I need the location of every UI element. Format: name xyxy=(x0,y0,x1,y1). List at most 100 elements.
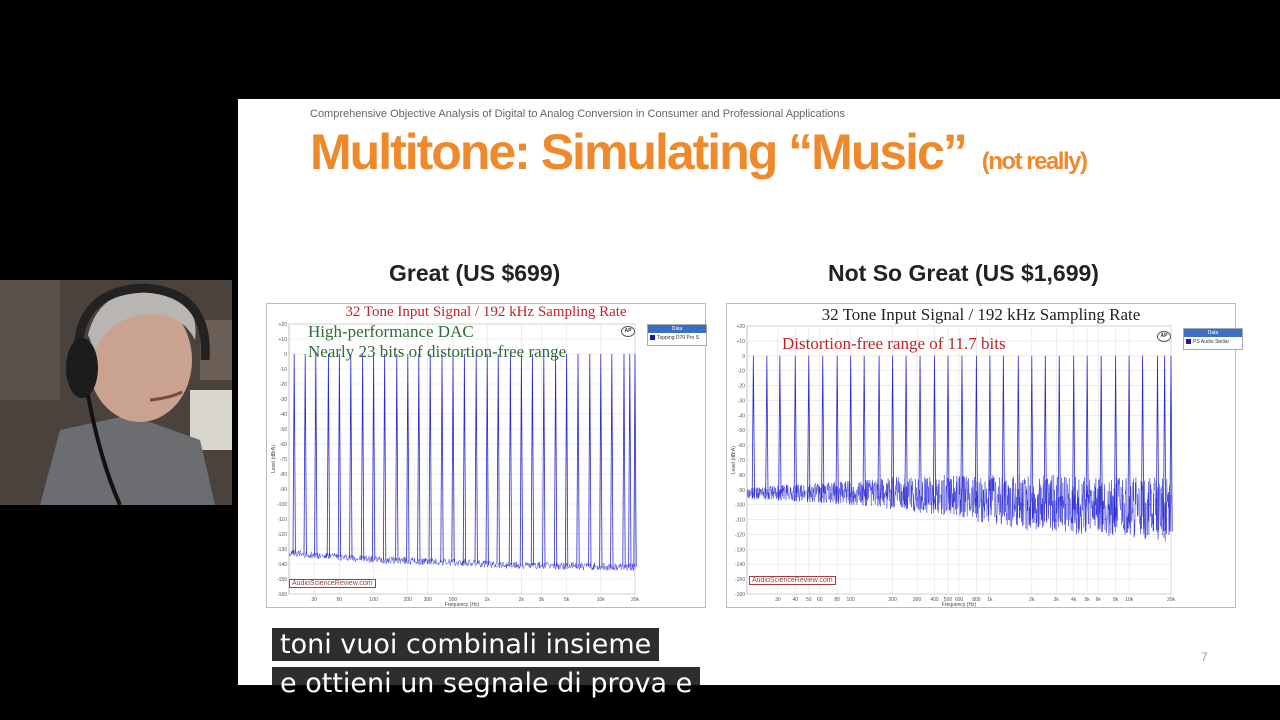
x-tick-label: 80 xyxy=(834,597,840,603)
left-annotation-line-1: High-performance DAC xyxy=(308,322,474,341)
y-tick-label: -30 xyxy=(738,398,745,404)
left-heading: Great (US $699) xyxy=(389,260,561,286)
x-tick-label: 200 xyxy=(404,597,413,603)
left-multitone-chart: +20 +10 0 -10 -20 -30 -40 -50 -60 -70 -80 -90 -100 -1… xyxy=(266,303,707,608)
subtitle-line-1: toni vuoi combinali insieme xyxy=(272,628,660,661)
tone-spike xyxy=(462,353,467,564)
right-multitone-chart: +20 +10 0 -10 -20 -30 -40 -50 -60 -70 -80 -90 -100 -1… xyxy=(726,303,1243,608)
tone-spike xyxy=(765,355,769,500)
y-tick-label: -60 xyxy=(738,443,745,449)
x-tick-label: 800 xyxy=(972,597,981,603)
tone-spike xyxy=(530,353,535,566)
y-tick-label: -40 xyxy=(280,412,287,418)
legend-header: Data xyxy=(1184,329,1242,337)
y-tick-label: +10 xyxy=(279,337,288,343)
tone-spike xyxy=(383,353,387,560)
y-tick-label: -160 xyxy=(735,592,745,598)
right-chart-legend: Data PS Audio Stellar xyxy=(1183,328,1243,350)
tone-spike xyxy=(588,353,592,567)
tone-spike xyxy=(496,353,500,565)
x-tick-label: 400 xyxy=(930,597,939,603)
tone-spike xyxy=(877,355,881,507)
tone-spike xyxy=(633,353,637,568)
y-tick-label: -70 xyxy=(738,458,745,464)
y-tick-label: -140 xyxy=(277,562,287,568)
slide-page-number: 7 xyxy=(1201,650,1208,664)
x-tick-label: 500 xyxy=(944,597,953,603)
subtitle-line-2: e ottieni un segnale di prova e xyxy=(272,667,701,700)
y-tick-label: -110 xyxy=(735,518,745,524)
x-tick-label: 3k xyxy=(1054,597,1060,603)
legend-swatch xyxy=(1186,339,1191,345)
tone-spike xyxy=(807,355,811,503)
tone-spike xyxy=(778,355,782,501)
tone-spike xyxy=(1057,355,1061,522)
x-tick-label: 100 xyxy=(369,597,378,603)
y-tick-label: -80 xyxy=(738,473,745,479)
y-tick-label: -130 xyxy=(277,547,287,553)
tone-spike xyxy=(360,353,365,559)
tone-spike xyxy=(849,355,853,505)
x-tick-label: 3k xyxy=(539,597,545,603)
x-tick-label: 50 xyxy=(806,597,812,603)
left-annotation-line-2: Nearly 23 bits of distortion-free range xyxy=(308,342,567,361)
y-tick-label: -90 xyxy=(738,488,745,494)
tone-spike xyxy=(1140,355,1145,530)
y-tick-label: -150 xyxy=(735,577,745,583)
presenter-image xyxy=(0,280,232,505)
slide-title-sub: (not really) xyxy=(981,148,1088,175)
tone-spike xyxy=(1085,355,1089,525)
tone-spike xyxy=(406,353,410,561)
tone-spike xyxy=(565,353,569,567)
tone-spike xyxy=(326,353,330,557)
x-tick-label: 8k xyxy=(1113,597,1119,603)
x-tick-label: 5k xyxy=(564,597,570,603)
tone-spike xyxy=(1155,355,1160,531)
noise-floor-trace xyxy=(288,549,636,571)
legend-header: Data xyxy=(648,325,706,333)
tone-spike xyxy=(988,355,992,516)
tone-spike xyxy=(751,355,755,499)
tone-spike xyxy=(1001,355,1005,517)
x-tick-label: 30 xyxy=(311,597,317,603)
x-tick-label: 300 xyxy=(913,597,922,603)
y-tick-label: +20 xyxy=(737,324,746,330)
right-heading: Not So Great (US $1,699) xyxy=(828,260,1099,286)
ap-logo: AP xyxy=(621,326,635,337)
tone-spike xyxy=(417,353,421,562)
tone-spike xyxy=(440,353,444,563)
y-tick-label: -20 xyxy=(738,384,745,390)
y-tick-label: +10 xyxy=(737,339,746,345)
tone-spike xyxy=(474,353,478,564)
tone-spike xyxy=(932,355,937,510)
left-chart-title: 32 Tone Input Signal / 192 kHz Sampling … xyxy=(345,304,627,320)
legend-entry: PS Audio Stellar xyxy=(1184,337,1242,347)
left-chart-annotation: High-performance DAC Nearly 23 bits of d… xyxy=(308,322,566,362)
tone-spike xyxy=(395,353,399,561)
left-chart-svg: +20 +10 0 -10 -20 -30 -40 -50 -60 -70 -80 -90 -100 -1… xyxy=(271,322,640,607)
tone-spike xyxy=(1169,355,1173,532)
tone-spike xyxy=(553,353,558,566)
right-chart-title: 32 Tone Input Signal / 192 kHz Sampling … xyxy=(821,305,1141,324)
y-tick-label: -10 xyxy=(738,369,745,375)
x-tick-label: 20k xyxy=(1167,597,1176,603)
x-axis-label: Frequency (Hz) xyxy=(942,602,977,607)
x-tick-label: 600 xyxy=(955,597,964,603)
tone-spike xyxy=(835,355,839,504)
x-tick-label: 5k xyxy=(1085,597,1091,603)
y-tick-label: -50 xyxy=(280,427,287,433)
y-tick-label: -20 xyxy=(280,382,287,388)
y-tick-label: 0 xyxy=(284,352,287,358)
tone-spike xyxy=(946,355,950,511)
y-tick-label: -160 xyxy=(277,592,287,598)
tone-spike xyxy=(918,355,922,509)
tone-spike xyxy=(1114,355,1118,527)
slide-title: Multitone: Simulating “Music” (not reall… xyxy=(310,123,1088,181)
ap-logo: AP xyxy=(1157,331,1171,342)
tone-spike xyxy=(862,355,866,506)
tone-spike xyxy=(974,355,978,514)
tone-spike xyxy=(1016,355,1020,519)
y-tick-label: -150 xyxy=(277,577,287,583)
x-tick-label: 100 xyxy=(847,597,856,603)
left-chart-watermark: AudioScienceReview.com xyxy=(289,579,376,588)
